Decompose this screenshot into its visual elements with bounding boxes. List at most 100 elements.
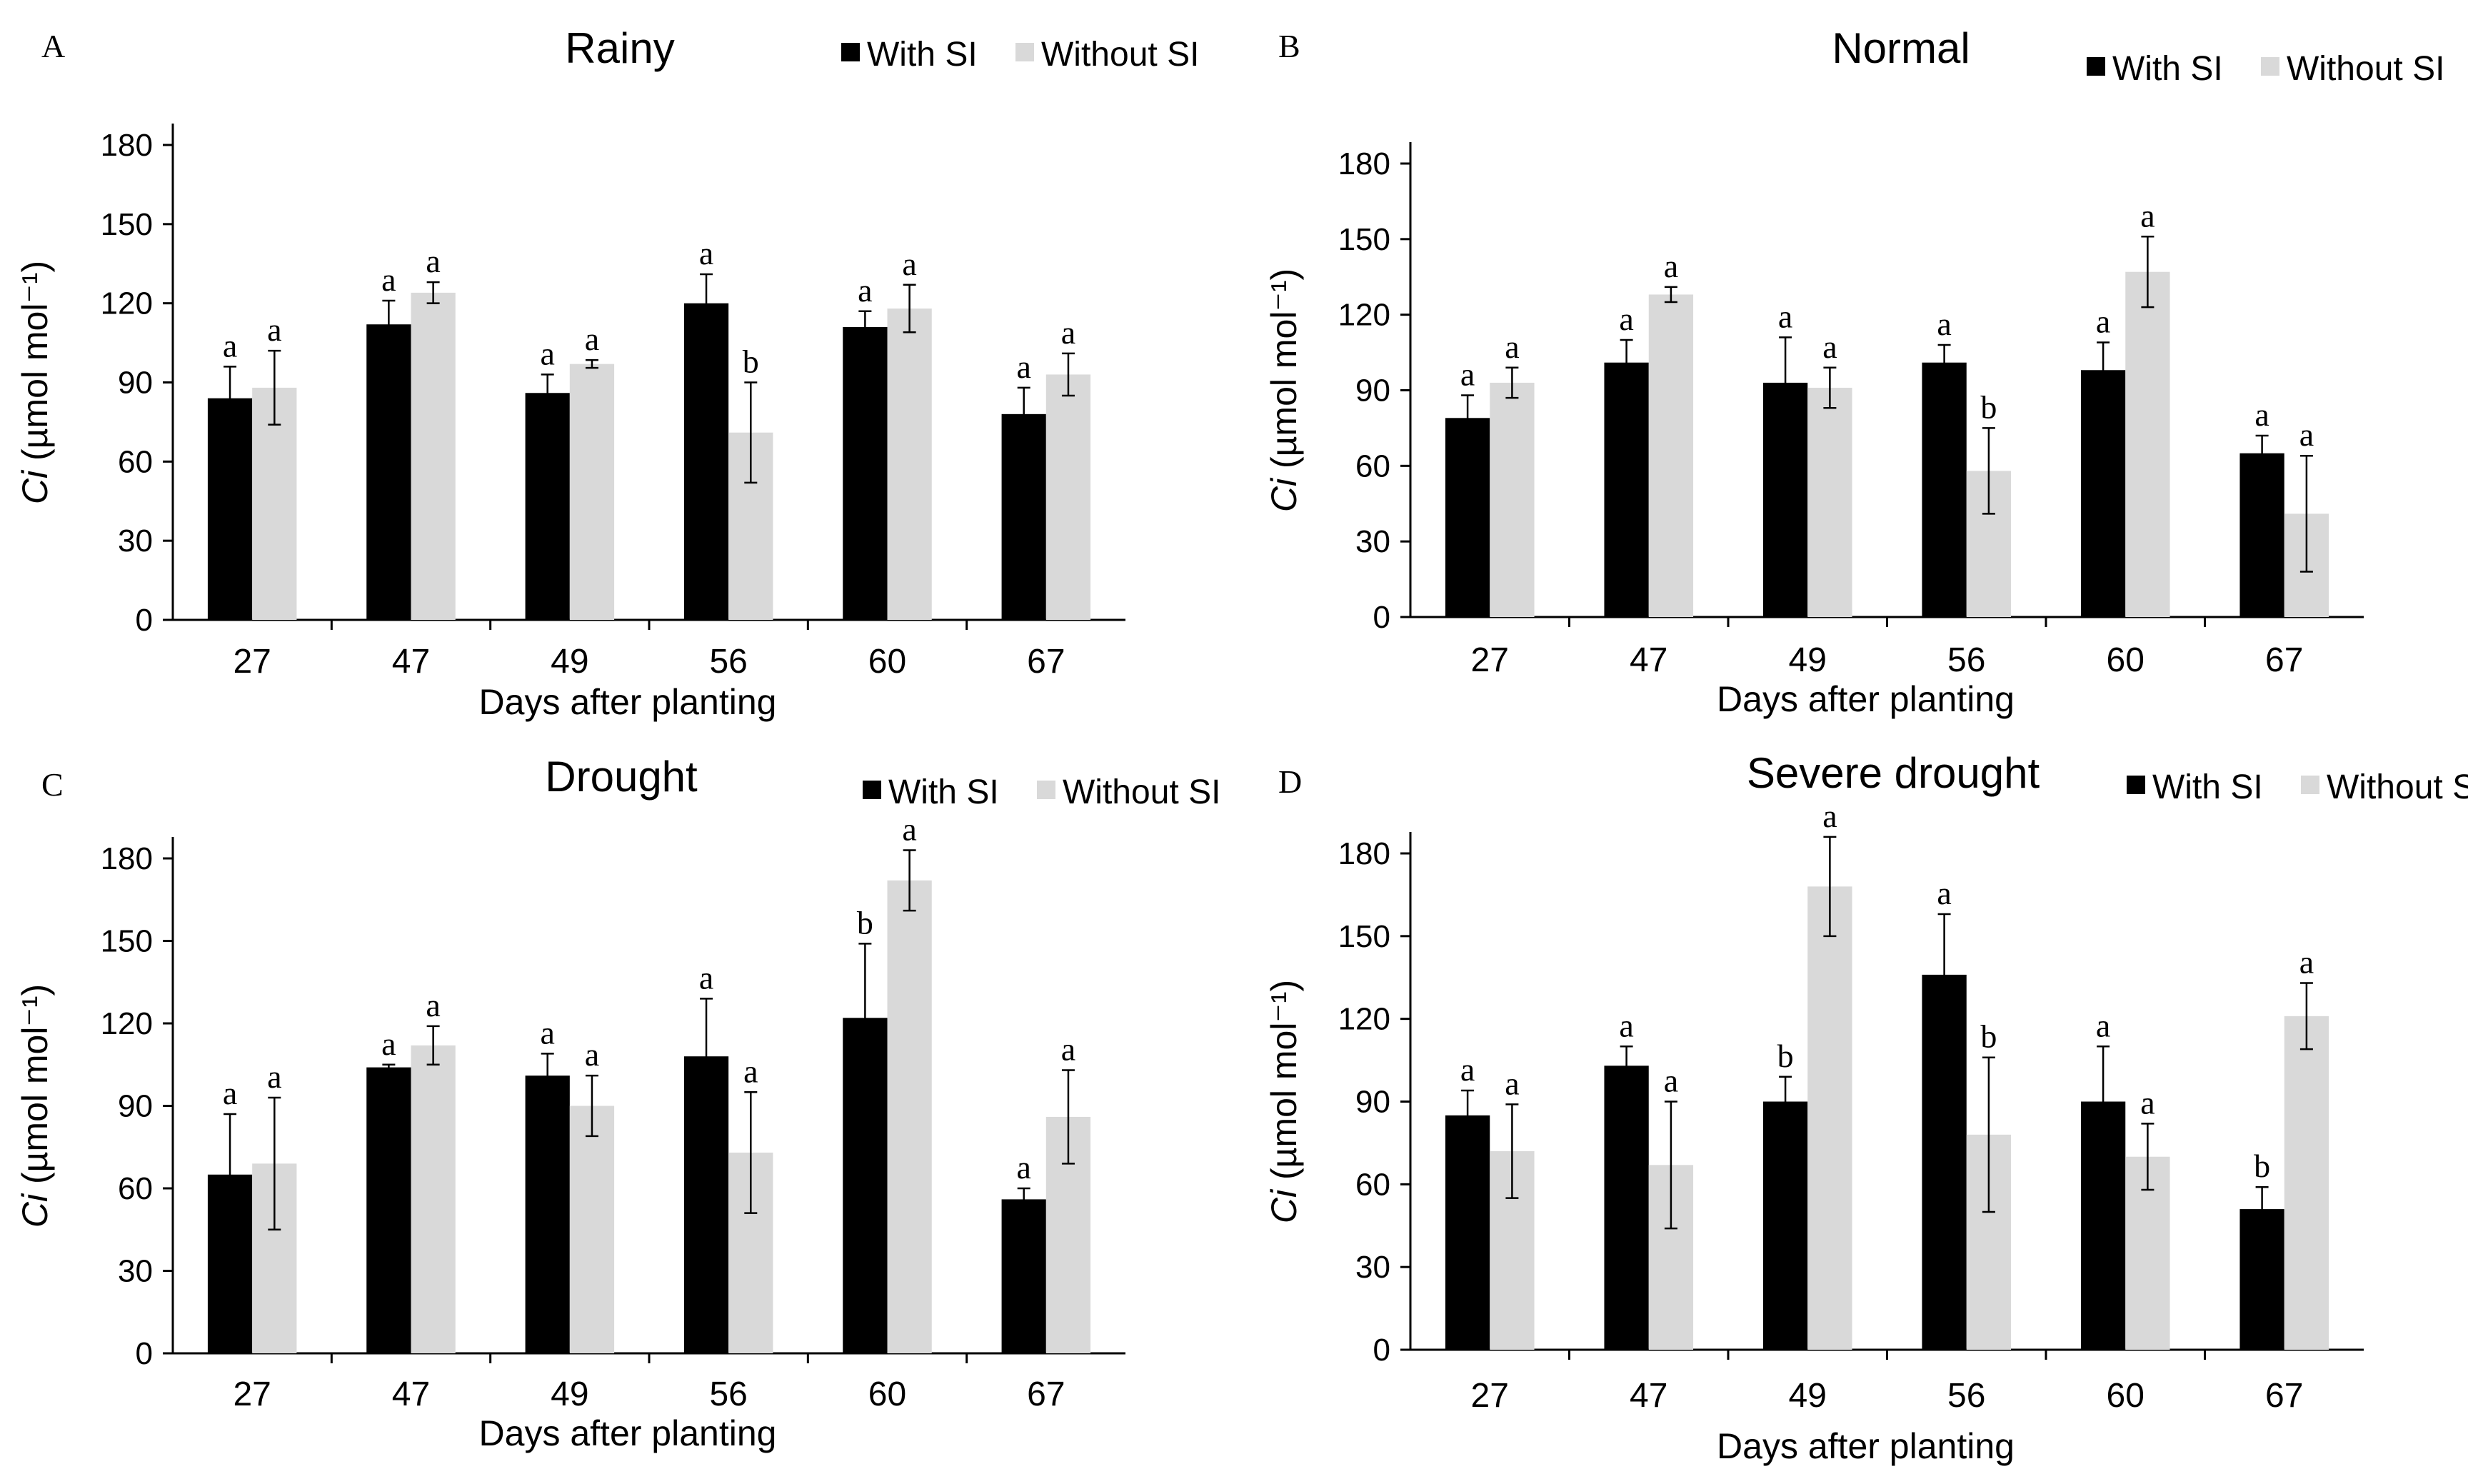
x-axis-title: Days after planting — [1717, 679, 2015, 719]
bar-with-si — [1762, 1101, 1808, 1350]
significance-letter: a — [1937, 875, 1951, 911]
bar-with-si — [366, 324, 411, 620]
legend-label: Without SI — [1063, 773, 1220, 811]
y-tick-label: 60 — [118, 444, 153, 479]
significance-letter: a — [2140, 1084, 2155, 1120]
y-axis-title-symbol: Ci — [1264, 1188, 1304, 1223]
significance-letter: a — [426, 243, 440, 279]
y-axis-title-symbol: Ci — [15, 1193, 55, 1228]
bar-with-si — [2239, 1209, 2284, 1350]
significance-letter: a — [902, 811, 916, 847]
significance-letter: a — [426, 987, 440, 1023]
y-tick-label: 60 — [1355, 1167, 1390, 1202]
significance-letter: a — [1016, 1149, 1030, 1185]
y-tick-label: 30 — [1355, 1250, 1390, 1285]
x-tick-label: 60 — [868, 1375, 906, 1413]
bar-without-si — [411, 292, 456, 620]
significance-letter: a — [1619, 1007, 1633, 1043]
panel-letter: B — [1278, 28, 1300, 64]
bar-with-si — [1922, 974, 1967, 1350]
legend-swatch — [1037, 781, 1055, 799]
y-tick-label: 0 — [136, 1336, 153, 1371]
chart-panel-a: A Rainy With SI Without SI 0 30 60 90 120 150 180 C… — [15, 24, 1199, 722]
y-axis-title: Ci (µmol mol⁻¹) — [15, 984, 55, 1228]
significance-letter: a — [585, 1036, 599, 1073]
x-tick-label: 47 — [1630, 1377, 1667, 1415]
y-tick-label: 150 — [101, 207, 153, 242]
legend-label: Without SI — [2287, 50, 2444, 88]
legend-label: With SI — [2152, 768, 2263, 806]
significance-letter: a — [1061, 1031, 1075, 1067]
x-tick-label: 56 — [709, 643, 747, 681]
y-tick-label: 150 — [1338, 222, 1390, 257]
bar-with-si — [525, 393, 570, 620]
y-tick-label: 120 — [1338, 298, 1390, 333]
y-axis-title: Ci (µmol mol⁻¹) — [1264, 980, 1304, 1223]
significance-letter: a — [540, 1014, 554, 1051]
significance-letter: a — [1505, 1065, 1519, 1101]
bar-with-si — [1445, 418, 1490, 617]
legend-label: Without SI — [1041, 36, 1199, 74]
y-tick-label: 180 — [1338, 836, 1390, 871]
legend-swatch — [2301, 776, 2319, 794]
y-tick-label: 30 — [118, 523, 153, 558]
bar-with-si — [366, 1067, 411, 1353]
y-tick-label: 90 — [118, 1089, 153, 1124]
significance-letter: b — [1980, 388, 1997, 425]
y-tick-label: 90 — [118, 366, 153, 401]
legend-swatch — [1015, 43, 1034, 61]
significance-letter: a — [1664, 248, 1678, 284]
significance-letter: a — [267, 1058, 281, 1095]
bar-with-si — [2239, 453, 2284, 617]
significance-letter: a — [381, 1026, 396, 1062]
bar-with-si — [843, 326, 888, 620]
bar-without-si — [569, 1106, 615, 1353]
x-tick-label: 60 — [2107, 641, 2145, 679]
significance-letter: a — [902, 246, 916, 282]
bar-without-si — [1045, 374, 1091, 620]
y-tick-label: 120 — [1338, 1002, 1390, 1037]
bar-with-si — [683, 303, 729, 620]
chart-title: Drought — [545, 753, 698, 801]
chart-panel-b: B Normal With SI Without SI 0 30 60 90 120 150 180… — [1264, 24, 2444, 719]
y-tick-label: 90 — [1355, 1085, 1390, 1120]
significance-letter: a — [2096, 303, 2110, 339]
x-axis-title: Days after planting — [1717, 1426, 2015, 1466]
x-tick-label: 47 — [1630, 641, 1667, 679]
x-tick-label: 56 — [1947, 641, 1985, 679]
significance-letter: a — [1937, 306, 1951, 342]
significance-letter: a — [699, 959, 713, 996]
significance-letter: a — [1016, 349, 1030, 385]
chart-panel-c: C Drought With SI Without SI 0 30 60 90 120 150 18… — [15, 753, 1220, 1453]
x-axis-title: Days after planting — [479, 1413, 777, 1453]
chart-title: Severe drought — [1747, 749, 2040, 797]
y-axis-title-unit: (µmol mol⁻¹) — [15, 984, 55, 1194]
significance-letter: a — [1619, 301, 1633, 337]
y-tick-label: 180 — [101, 841, 153, 876]
bar-without-si — [2284, 1016, 2329, 1350]
x-tick-label: 27 — [233, 1375, 271, 1413]
significance-letter: b — [857, 904, 873, 941]
x-tick-label: 49 — [1789, 1377, 1827, 1415]
significance-letter: b — [1777, 1038, 1794, 1074]
legend-swatch — [2127, 776, 2145, 794]
x-tick-label: 56 — [709, 1375, 747, 1413]
y-tick-label: 60 — [118, 1171, 153, 1206]
y-tick-label: 0 — [1373, 600, 1390, 635]
y-axis-title-symbol: Ci — [1264, 477, 1304, 512]
x-tick-label: 67 — [2265, 641, 2303, 679]
significance-letter: a — [699, 235, 713, 271]
bar-without-si — [887, 880, 932, 1353]
significance-letter: a — [381, 261, 396, 298]
y-axis-title: Ci (µmol mol⁻¹) — [15, 261, 55, 504]
x-tick-label: 67 — [2265, 1377, 2303, 1415]
bar-with-si — [1604, 362, 1649, 617]
panel-letter: A — [41, 28, 65, 64]
bar-with-si — [525, 1076, 570, 1353]
significance-letter: a — [1061, 314, 1075, 351]
significance-letter: b — [2254, 1148, 2270, 1184]
legend-label: With SI — [888, 773, 999, 811]
significance-letter: a — [1822, 329, 1837, 365]
x-tick-label: 56 — [1947, 1377, 1985, 1415]
